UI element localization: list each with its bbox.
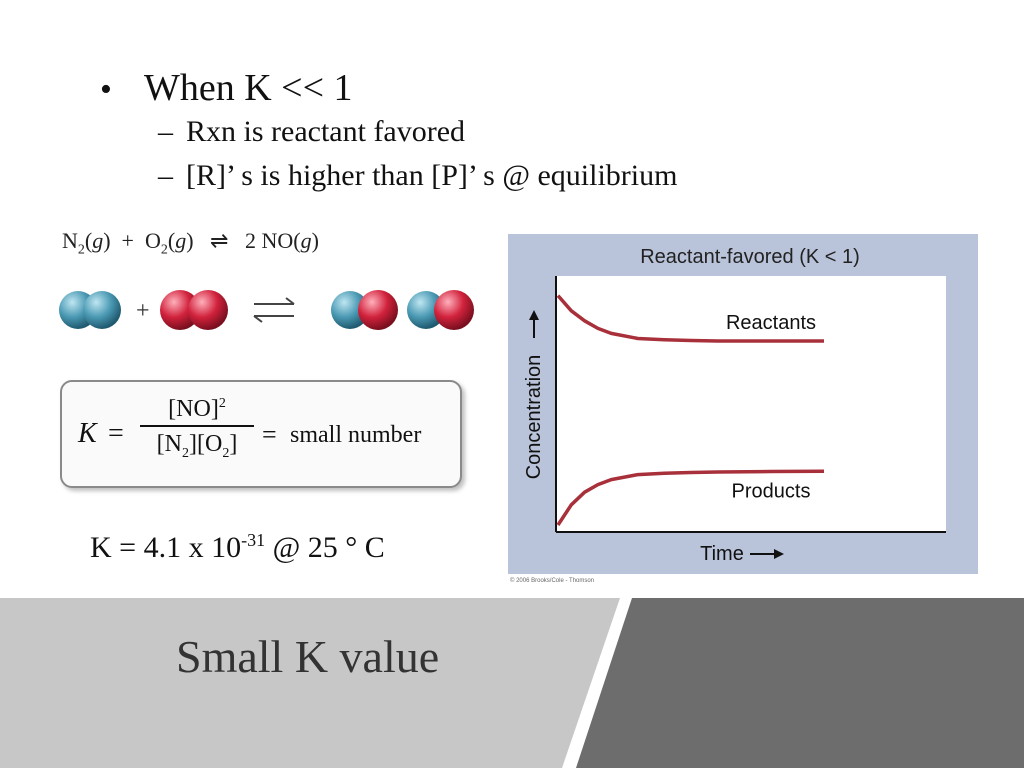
no-molecule-icon — [407, 290, 474, 330]
fraction-numerator: [NO]2 — [140, 396, 254, 427]
equilibrium-constant-box: K = [NO]2 [N2][O2] = small number — [60, 380, 462, 488]
k-fraction: [NO]2 [N2][O2] — [140, 396, 254, 462]
equilibrium-arrow-icon: ⇌ — [210, 228, 229, 253]
n2-subscript: 2 — [77, 242, 85, 258]
plus-sign-icon: + — [136, 298, 150, 324]
k-result-text: small number — [290, 422, 422, 448]
chart-copyright: © 2006 Brooks/Cole - Thomson — [510, 578, 595, 584]
equals-sign: = — [108, 418, 124, 449]
den-part: ] — [229, 431, 238, 457]
concentration-chart: Reactant-favored (K < 1) Reactants Produc… — [508, 234, 978, 574]
den-sub: 2 — [222, 445, 230, 461]
bullet-main-text: When K << 1 — [144, 67, 353, 109]
plot-area — [556, 276, 946, 532]
n2-molecule-icon — [59, 291, 121, 329]
phase-g: g — [300, 228, 312, 253]
k-value-suffix: @ 25 ° C — [265, 531, 385, 564]
o2-subscript: 2 — [160, 242, 168, 258]
dash-icon: – — [158, 115, 173, 148]
x-arrow-icon — [750, 549, 784, 559]
den-part: [N — [156, 431, 182, 457]
y-axis-label: Concentration — [523, 355, 545, 480]
numerator-exponent: 2 — [218, 396, 226, 411]
phase-g: g — [92, 228, 104, 253]
plus-sign: + — [121, 228, 134, 253]
reaction-equation: N2(g) + O2(g) ⇌ 2 NO(g) — [62, 228, 319, 258]
sub-bullet-1-text: Rxn is reactant favored — [186, 115, 466, 148]
x-axis-label: Time — [700, 543, 744, 565]
bullet-list: • When K << 1 – Rxn is reactant favored … — [100, 66, 677, 198]
product-symbol: 2 NO — [244, 228, 294, 253]
k-value-prefix: K = 4.1 x 10 — [90, 531, 242, 564]
dash-icon: – — [158, 159, 173, 192]
k-symbol: K — [78, 418, 97, 449]
den-sub: 2 — [182, 445, 189, 461]
bullet-main: • When K << 1 — [100, 66, 677, 110]
equals-sign: = — [262, 420, 277, 449]
den-part: ][O — [189, 431, 223, 457]
numerator-text: [NO] — [168, 396, 219, 422]
series-label-products: Products — [732, 480, 811, 502]
y-arrow-icon — [529, 310, 539, 338]
series-line-reactants — [556, 294, 824, 343]
title-band — [0, 598, 1024, 768]
chart-title: Reactant-favored (K < 1) — [640, 246, 860, 268]
fraction-denominator: [N2][O2] — [140, 427, 254, 462]
series-line-products — [556, 469, 825, 526]
sub-bullet-1: – Rxn is reactant favored — [158, 110, 677, 154]
k-value-line: K = 4.1 x 10-31 @ 25 ° C — [90, 530, 385, 565]
n2-symbol: N — [62, 228, 78, 253]
phase-g: g — [175, 228, 187, 253]
o2-symbol: O — [144, 228, 161, 253]
title-band-dark — [576, 598, 1024, 768]
equilibrium-arrow-icon — [253, 297, 295, 323]
k-value-exponent: -31 — [241, 530, 266, 550]
title-band-light — [0, 598, 620, 768]
bullet-dot-icon: • — [100, 71, 112, 108]
no-molecule-icon — [331, 290, 398, 330]
slide-title: Small K value — [176, 631, 440, 682]
series-label-reactants: Reactants — [726, 312, 816, 334]
sub-bullet-2: – [R]’ s is higher than [P]’ s @ equilib… — [158, 154, 677, 198]
o2-molecule-icon — [160, 290, 228, 330]
sub-bullet-2-text: [R]’ s is higher than [P]’ s @ equilibri… — [186, 159, 678, 192]
molecule-diagram: + — [59, 290, 474, 330]
